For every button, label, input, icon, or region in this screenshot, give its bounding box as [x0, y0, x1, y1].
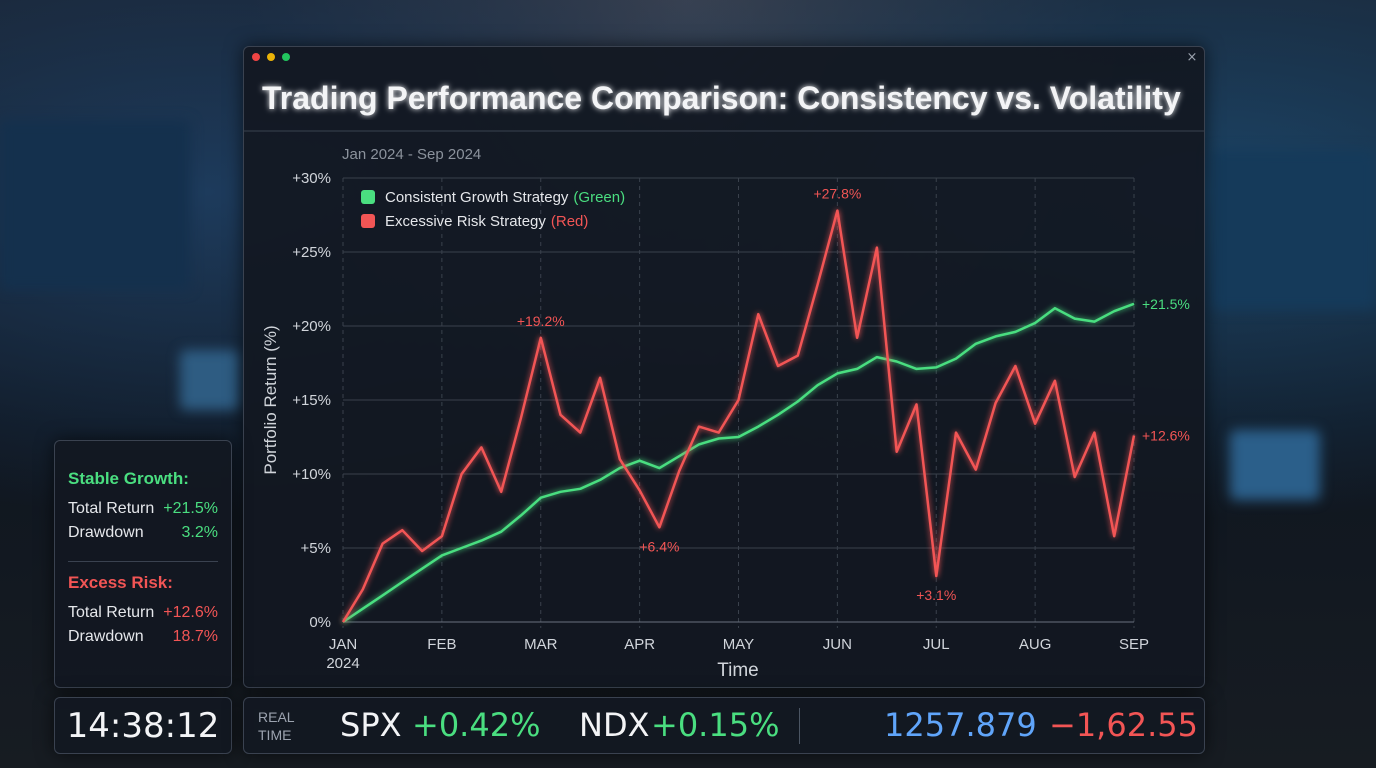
ticker-label: REAL TIME	[258, 709, 295, 743]
ticker-index: 1257.879	[884, 706, 1037, 744]
divider	[799, 708, 800, 744]
y-tick-label: 0%	[309, 614, 331, 631]
value-label: +27.8%	[813, 186, 861, 202]
stats-value: 18.7%	[172, 628, 218, 645]
window-button[interactable]	[252, 53, 260, 61]
line	[341, 209, 1136, 623]
stats-row: Drawdown 18.7%	[68, 628, 218, 646]
stats-label: Total Return	[68, 500, 155, 517]
legend-swatch	[361, 190, 375, 204]
ticker: REAL TIME SPX +0.42% NDX +0.15% 1257.879 −1,62…	[243, 697, 1205, 754]
stats-label: Drawdown	[68, 628, 144, 645]
stats-row: Drawdown 3.2%	[68, 524, 218, 542]
stats-title: Stable Growth:	[68, 469, 189, 488]
window-button[interactable]	[282, 53, 290, 61]
legend-swatch	[361, 214, 375, 228]
chart-subtitle: Jan 2024 - Sep 2024	[342, 146, 481, 163]
legend-label: Consistent Growth Strategy (Green)	[385, 189, 625, 206]
legend-tag: (Green)	[573, 189, 625, 206]
value-label: +6.4%	[639, 538, 679, 554]
value-label: +3.1%	[916, 587, 956, 603]
y-tick-label: +15%	[292, 392, 331, 409]
chart-window: × Trading Performance Comparison: Consis…	[243, 46, 1205, 688]
legend-tag: (Red)	[551, 213, 589, 230]
stats-row: Total Return +21.5%	[68, 500, 218, 518]
stats-title: Excess Risk:	[68, 573, 173, 592]
backdrop-screen	[1210, 150, 1376, 310]
ticker-delta: −1,62.55	[1049, 706, 1198, 744]
y-tick-label: +10%	[292, 466, 331, 483]
value-label: +21.5%	[1142, 296, 1190, 312]
stats-panel: Stable Growth: Total Return +21.5% Drawdown…	[54, 440, 232, 688]
y-tick-label: +20%	[292, 318, 331, 335]
y-tick-label: +25%	[292, 244, 331, 261]
stats-row: Total Return +12.6%	[68, 604, 218, 622]
ticker-change: +0.15%	[651, 706, 780, 744]
legend-name: Consistent Growth Strategy	[385, 189, 569, 206]
legend-name: Excessive Risk Strategy	[385, 213, 546, 230]
x-axis-label: Time	[717, 660, 759, 681]
x-tick-label: FEB	[427, 636, 456, 653]
y-tick-label: +30%	[292, 170, 331, 187]
chart: × Trading Performance Comparison: Consis…	[244, 50, 1204, 681]
x-tick-label: AUG	[1019, 636, 1052, 653]
divider	[68, 561, 218, 562]
backdrop-screen	[0, 120, 190, 290]
stats-value: +21.5%	[163, 500, 218, 517]
backdrop-screen	[180, 350, 240, 410]
chart-title: Trading Performance Comparison: Consiste…	[262, 80, 1181, 116]
ticker-symbol: NDX	[579, 706, 650, 744]
line	[342, 302, 1135, 624]
stats-label: Drawdown	[68, 524, 144, 541]
x-tick-label: MAY	[723, 636, 754, 653]
y-tick-label: +5%	[301, 540, 331, 557]
x-tick-label: SEP	[1119, 636, 1149, 653]
stats-value: 3.2%	[181, 524, 218, 541]
x-tick-label: APR	[624, 636, 655, 653]
x-tick-label: JUL	[923, 636, 950, 653]
value-label: +12.6%	[1142, 428, 1190, 444]
x-tick-label: MAR	[524, 636, 558, 653]
stats-label: Total Return	[68, 604, 155, 621]
legend-label: Excessive Risk Strategy (Red)	[385, 213, 588, 230]
x-tick-label: JUN	[823, 636, 852, 653]
backdrop-screen	[1230, 430, 1320, 500]
stats-value: +12.6%	[163, 604, 218, 621]
ticker-symbol: SPX	[340, 706, 402, 744]
value-label: +19.2%	[517, 313, 565, 329]
window-button[interactable]	[267, 53, 275, 61]
x-tick-label: JAN 2024	[326, 636, 359, 672]
ticker-change: +0.42%	[412, 706, 541, 744]
clock: 14:38:12	[54, 697, 232, 754]
y-axis-label: Portfolio Return (%)	[261, 325, 280, 474]
close-button[interactable]: ×	[1187, 50, 1198, 65]
